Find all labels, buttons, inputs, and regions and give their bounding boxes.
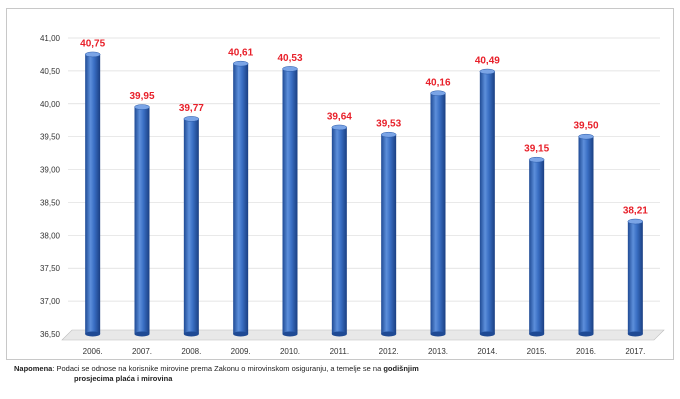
bar-top [331, 124, 348, 131]
bar-base [282, 331, 298, 337]
bar-top [134, 104, 150, 110]
data-label: 39,77 [179, 103, 204, 114]
bar [183, 118, 199, 334]
y-tick-label: 41,00 [40, 34, 61, 43]
bar-top [232, 60, 249, 67]
bar [529, 159, 545, 334]
x-tick-label: 2011. [330, 347, 349, 356]
bars [84, 51, 644, 337]
y-tick-label: 39,00 [40, 166, 61, 175]
bar-base [529, 331, 545, 337]
x-tick-label: 2007. [132, 347, 152, 356]
data-label: 39,53 [376, 119, 401, 130]
bar-base [134, 331, 150, 337]
data-label: 39,15 [524, 144, 549, 155]
data-labels: 40,75 39,95 39,77 40,61 40,53 39,64 39,53 40,16… [80, 38, 648, 216]
chart-floor [61, 329, 665, 341]
x-axis-ticks: 2006. 2007. 2008. 2009. 2010. 2011. 2012. 2013.… [83, 347, 646, 356]
x-tick-label: 2016. [576, 347, 596, 356]
bar [134, 107, 150, 334]
data-label: 40,49 [475, 56, 500, 67]
bar [331, 127, 347, 334]
data-label: 40,53 [277, 53, 302, 64]
data-label: 40,61 [228, 48, 253, 59]
bar-base [85, 331, 101, 337]
x-tick-label: 2013. [428, 347, 448, 356]
bar [233, 63, 249, 335]
data-label: 39,50 [573, 121, 598, 132]
bar [578, 136, 594, 334]
bar-top [84, 51, 101, 58]
grid-lines [68, 37, 660, 302]
footnote: Napomena: Podaci se odnose na korisnike … [14, 364, 674, 384]
bar-base [578, 331, 594, 337]
x-tick-label: 2014. [477, 347, 497, 356]
bar [479, 71, 495, 335]
bar-top [183, 116, 200, 122]
data-label: 40,16 [425, 77, 450, 88]
bar-top [578, 133, 594, 140]
y-tick-label: 36,50 [40, 330, 61, 339]
bar-top [282, 66, 298, 72]
data-label: 39,64 [327, 111, 352, 122]
y-axis-ticks: 36,50 37,00 37,50 38,00 38,50 39,00 39,50 40,00… [40, 34, 61, 339]
x-tick-label: 2015. [527, 347, 547, 356]
bar-top [528, 156, 545, 163]
bar-top [380, 131, 397, 138]
y-tick-label: 38,00 [40, 231, 61, 240]
footnote-bold-end: godišnjim [383, 364, 419, 373]
bar [627, 221, 643, 334]
y-tick-label: 38,50 [40, 198, 61, 207]
x-tick-label: 2010. [280, 347, 300, 356]
x-tick-label: 2008. [181, 347, 201, 356]
data-label: 38,21 [623, 206, 648, 217]
bar-base [331, 331, 347, 337]
x-tick-label: 2017. [625, 347, 645, 356]
y-tick-label: 37,50 [40, 264, 61, 273]
data-label: 40,75 [80, 38, 105, 49]
x-tick-label: 2012. [379, 347, 399, 356]
footnote-label: Napomena [14, 364, 53, 373]
bar-top [627, 218, 644, 225]
x-tick-label: 2006. [83, 347, 103, 356]
y-tick-label: 40,00 [40, 100, 61, 109]
bar [381, 134, 397, 334]
data-label: 39,95 [129, 91, 154, 102]
y-tick-label: 40,50 [40, 67, 61, 76]
bar-base [381, 331, 397, 337]
bar-base [479, 331, 495, 337]
bar-base [233, 331, 249, 337]
bar-top [479, 68, 496, 75]
y-tick-label: 37,00 [40, 297, 61, 306]
bar [282, 68, 298, 334]
footnote-line2: prosjecima plaća i mirovina [74, 374, 173, 383]
bar-top [430, 90, 446, 97]
bar-base [183, 331, 199, 337]
bar-base [627, 331, 643, 337]
bar [430, 93, 446, 335]
y-tick-label: 39,50 [40, 133, 61, 142]
bar [85, 54, 101, 334]
x-tick-label: 2009. [231, 347, 251, 356]
floor-plane [61, 329, 665, 341]
bar-chart: 40,75 39,95 39,77 40,61 40,53 39,64 39,53 40,16… [40, 34, 665, 356]
footnote-text: : Podaci se odnose na korisnike mirovine… [52, 364, 384, 373]
bar-base [430, 331, 446, 337]
